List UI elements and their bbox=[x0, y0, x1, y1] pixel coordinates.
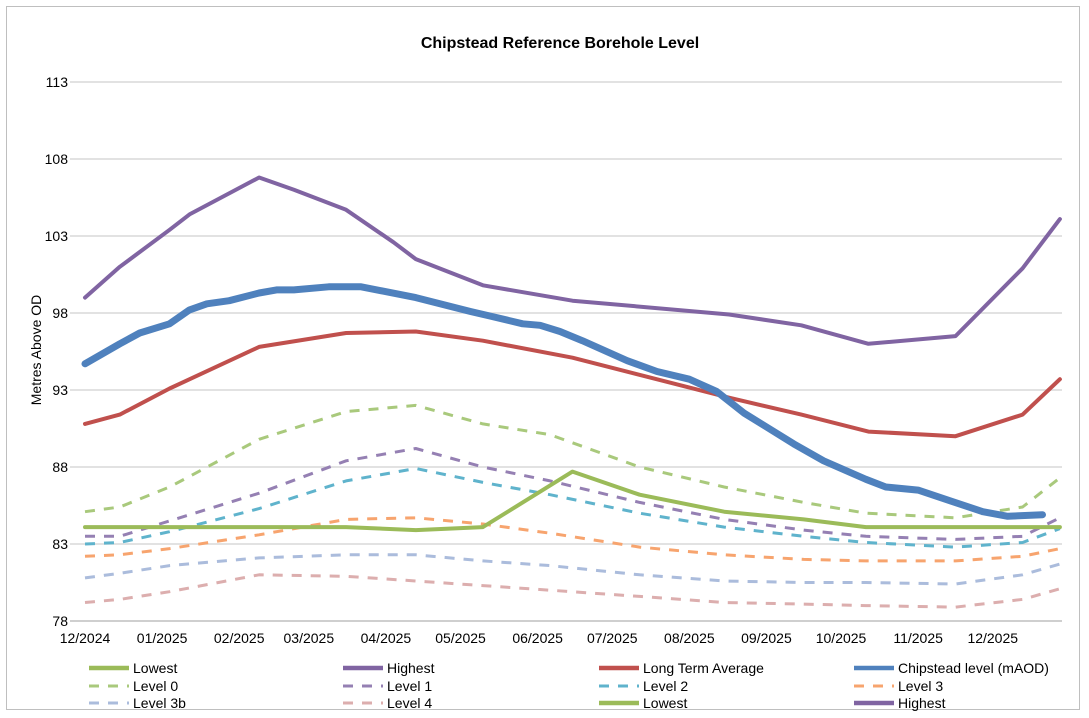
legend-label: Highest bbox=[387, 660, 435, 676]
chart-title: Chipstead Reference Borehole Level bbox=[421, 35, 699, 52]
legend-label: Lowest bbox=[133, 660, 177, 676]
x-tick-label: 05/2025 bbox=[435, 630, 486, 646]
series-line-highest bbox=[83, 175, 1062, 346]
series-line-level-3 bbox=[84, 516, 1061, 563]
y-tick-label: 103 bbox=[45, 228, 69, 244]
series-line-long-term-average bbox=[83, 329, 1062, 439]
series-line-level-3b bbox=[84, 553, 1061, 586]
y-tick-label: 108 bbox=[45, 151, 69, 167]
y-tick-label: 93 bbox=[52, 382, 68, 398]
y-tick-label: 113 bbox=[46, 74, 69, 90]
legend-label: Highest bbox=[898, 695, 946, 711]
legend-label: Long Term Average bbox=[643, 660, 764, 676]
series-line-chipstead-level-maod- bbox=[81, 283, 1046, 520]
series-line-lowest bbox=[83, 469, 1062, 533]
x-tick-label: 10/2025 bbox=[816, 630, 867, 646]
chart-frame bbox=[6, 6, 1080, 710]
x-tick-label: 04/2025 bbox=[361, 630, 412, 646]
legend-label: Chipstead level (mAOD) bbox=[898, 660, 1049, 676]
x-tick-label: 03/2025 bbox=[284, 630, 335, 646]
legend-label: Level 2 bbox=[643, 678, 688, 694]
x-tick-label: 06/2025 bbox=[512, 630, 563, 646]
x-tick-label: 12/2024 bbox=[60, 630, 111, 646]
legend-label: Level 0 bbox=[133, 678, 178, 694]
series-line-level-2 bbox=[84, 467, 1061, 549]
y-tick-label: 78 bbox=[52, 613, 68, 629]
legend-label: Level 1 bbox=[387, 678, 432, 694]
x-tick-label: 08/2025 bbox=[664, 630, 715, 646]
legend-label: Level 4 bbox=[387, 695, 432, 711]
series-line-level-4 bbox=[84, 573, 1061, 609]
legend-label: Lowest bbox=[643, 695, 687, 711]
series-line-level-1 bbox=[85, 447, 1061, 541]
x-tick-label: 11/2025 bbox=[893, 630, 943, 646]
legend-label: Level 3 bbox=[898, 678, 943, 694]
y-axis-label: Metres Above OD bbox=[28, 295, 44, 406]
legend-label: Level 3b bbox=[133, 695, 186, 711]
y-tick-label: 83 bbox=[52, 536, 68, 552]
x-tick-label: 01/2025 bbox=[137, 630, 188, 646]
series-line-level-0 bbox=[84, 403, 1061, 520]
y-tick-label: 98 bbox=[52, 305, 68, 321]
y-tick-label: 88 bbox=[52, 459, 68, 475]
x-tick-label: 07/2025 bbox=[587, 630, 638, 646]
x-tick-label: 09/2025 bbox=[741, 630, 792, 646]
x-tick-label: 12/2025 bbox=[967, 630, 1018, 646]
x-tick-label: 02/2025 bbox=[214, 630, 265, 646]
